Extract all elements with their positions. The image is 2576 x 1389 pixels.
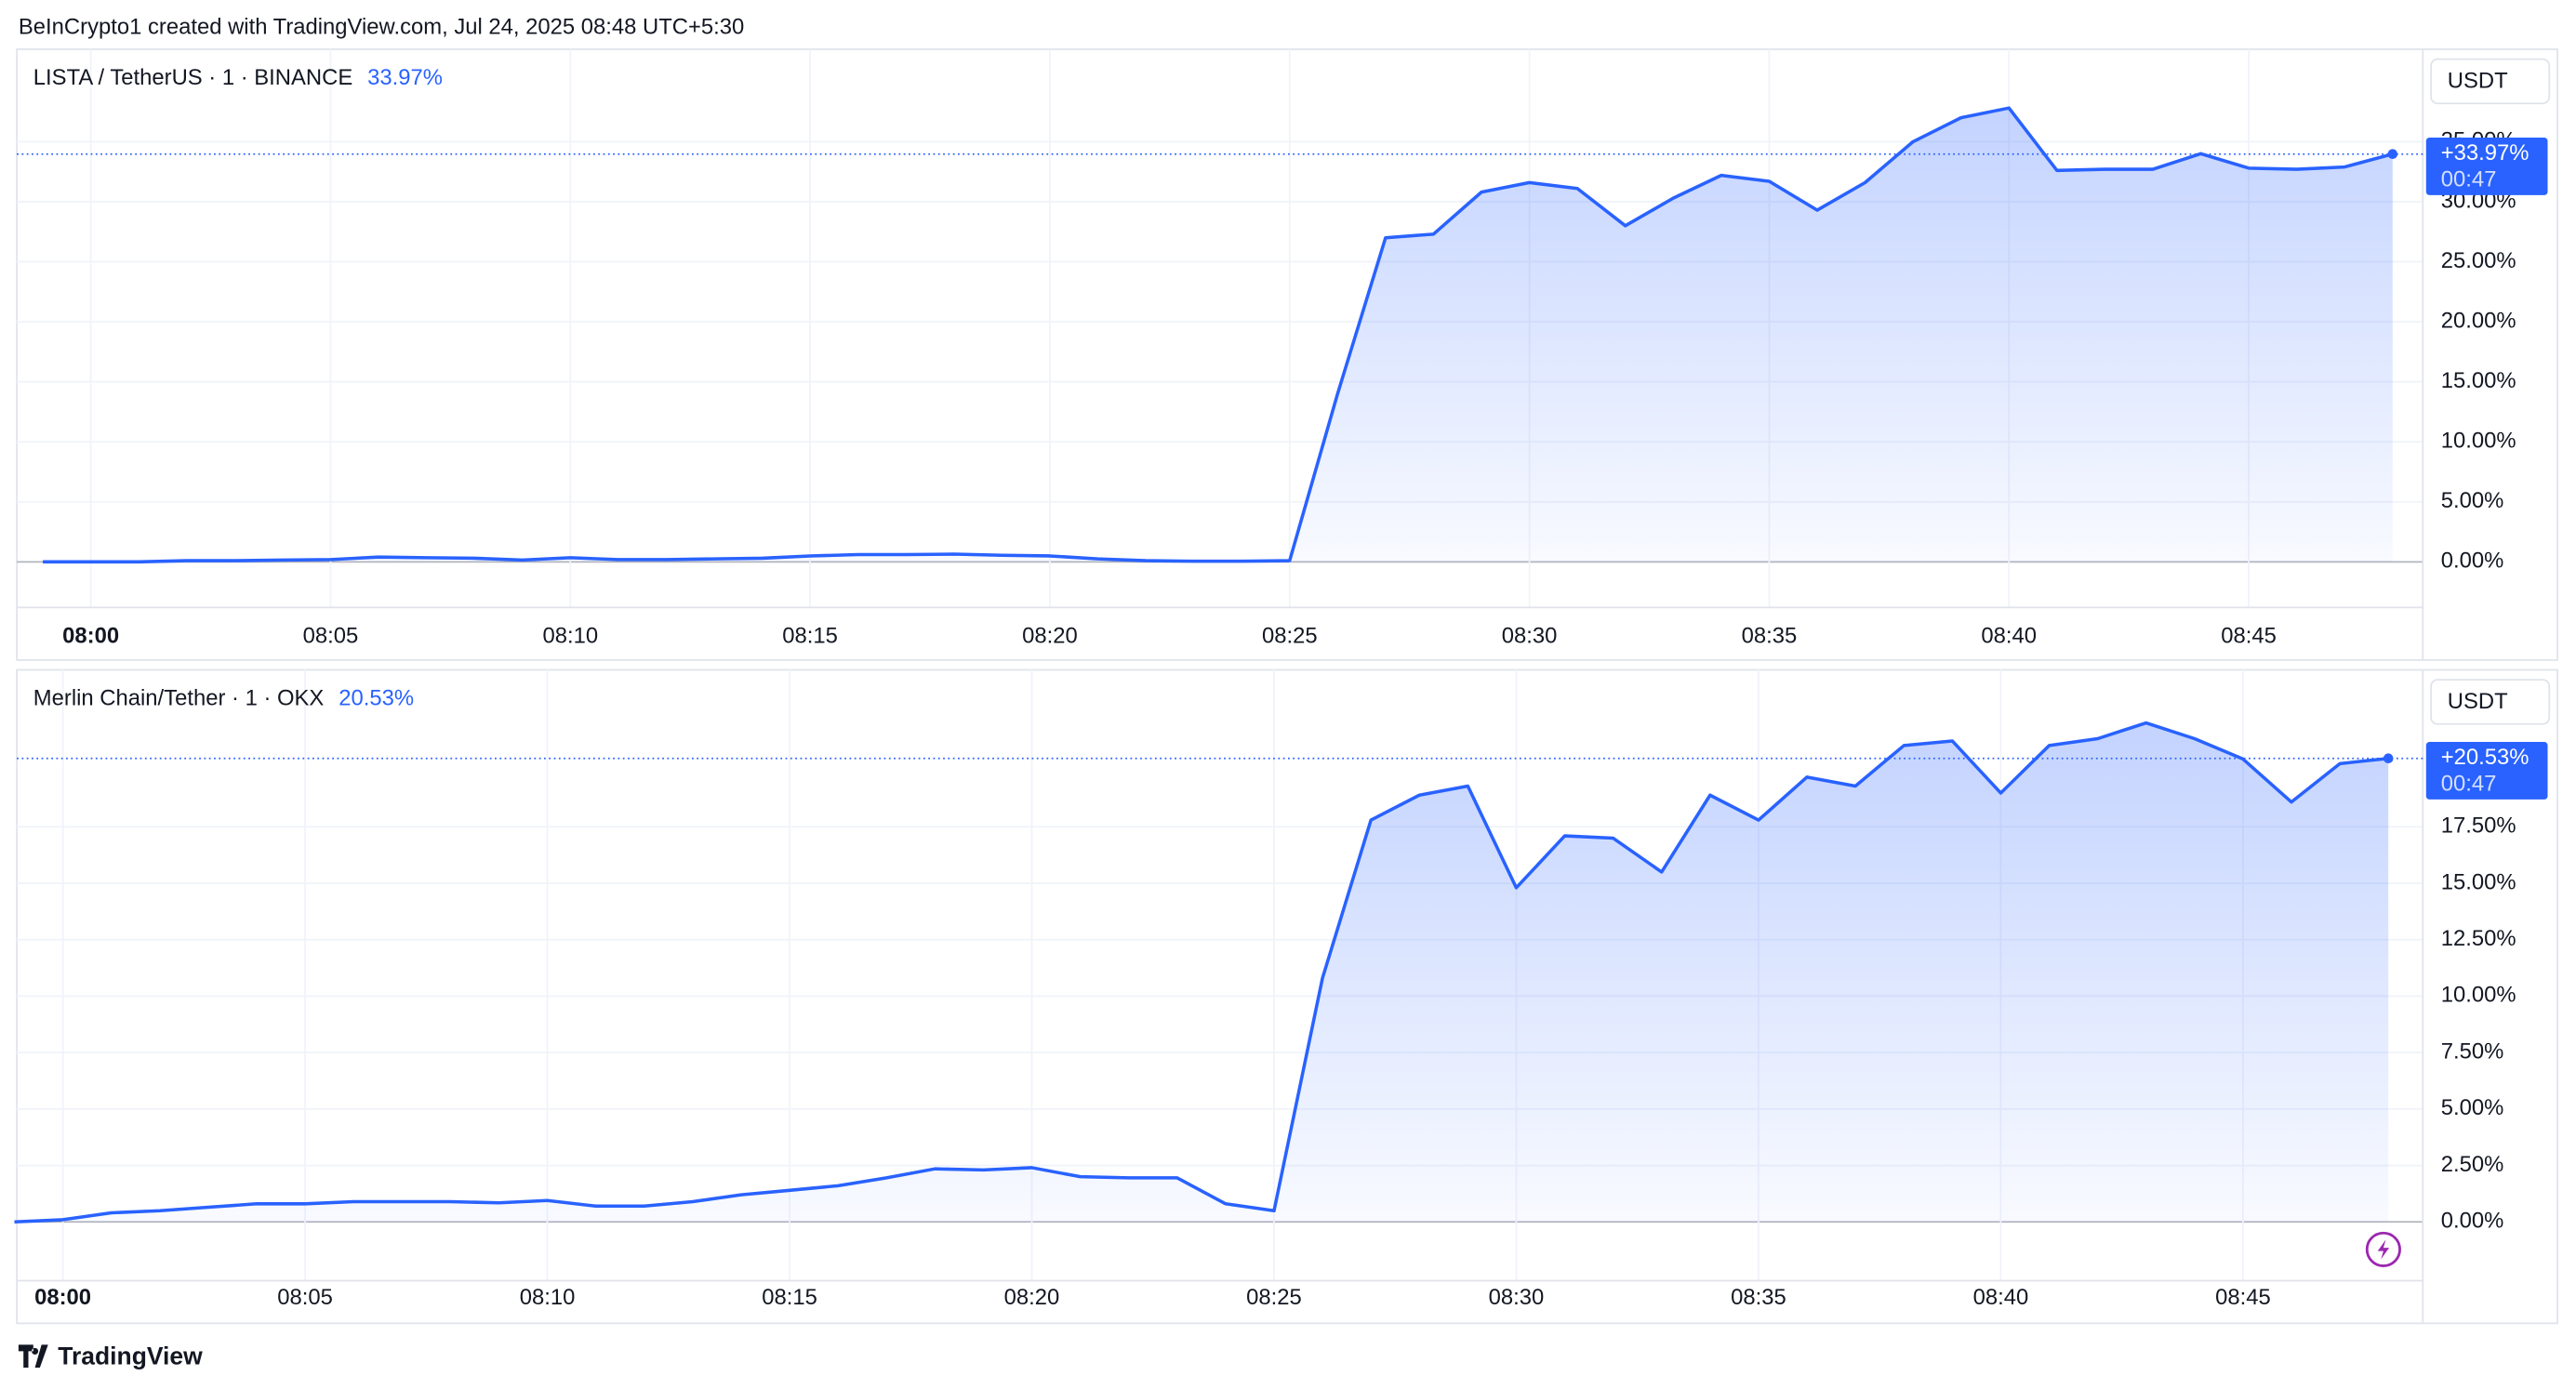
price-line	[14, 721, 2389, 1224]
chart-panel: 0.00% 2.50% 5.00% 7.50% 10.00% 12.50% 15.00% 17…	[14, 668, 2558, 1325]
y-tick-label: 5.00%	[2441, 488, 2504, 513]
price-tag	[2425, 138, 2548, 195]
y-tick-label: 7.50%	[2441, 1038, 2504, 1064]
x-tick-label: 08:25	[1262, 623, 1318, 648]
x-tick-label: 08:35	[1731, 1285, 1786, 1310]
y-tick-label: 12.50%	[2441, 926, 2516, 951]
tv-logo	[18, 1344, 48, 1369]
price-tag-label: +20.53%	[2441, 745, 2530, 770]
change-label: 33.97%	[367, 65, 443, 90]
x-tick-label: 08:45	[2221, 623, 2277, 648]
y-tick-label: 15.00%	[2441, 368, 2516, 393]
x-tick-label: 08:15	[762, 1285, 817, 1310]
last-point	[2383, 753, 2394, 764]
y-tick-label: 5.00%	[2441, 1095, 2504, 1120]
currency-box	[2430, 58, 2551, 105]
x-tick-label: 08:05	[277, 1285, 333, 1310]
area-fill	[43, 108, 2393, 562]
y-tick-label: 10.00%	[2441, 429, 2516, 454]
y-tick-label: 0.00%	[2441, 549, 2504, 574]
currency-box	[2430, 679, 2551, 725]
x-tick-label: 08:30	[1489, 1285, 1545, 1310]
charts: 0.00%5.00%10.00%15.00%20.00%25.00%30.00%…	[14, 48, 2558, 1325]
x-tick-label: 08:20	[1004, 1285, 1060, 1310]
x-tick-label: 08:05	[303, 623, 359, 648]
header-text: BeInCrypto1 created with TradingView.com…	[19, 14, 744, 39]
y-tick-label: 0.00%	[2441, 1209, 2504, 1234]
x-tick-label: 08:20	[1022, 623, 1078, 648]
chart-title: Merlin Chain/Tether · 1 · OKX	[33, 686, 325, 711]
y-tick-label: 2.50%	[2441, 1152, 2504, 1177]
currency-label: USDT	[2448, 69, 2508, 94]
countdown-label: 00:47	[2441, 771, 2497, 796]
x-tick-label: 08:00	[62, 623, 119, 648]
price-line	[43, 106, 2394, 564]
x-tick-label: 08:25	[1246, 1285, 1302, 1310]
chart-panel: 0.00%5.00%10.00%15.00%20.00%25.00%30.00%…	[16, 48, 2558, 661]
last-point	[2387, 149, 2398, 160]
currency-label: USDT	[2448, 689, 2508, 714]
y-tick-label: 10.00%	[2441, 983, 2516, 1008]
change-label: 20.53%	[339, 686, 414, 711]
x-tick-label: 08:40	[1973, 1285, 2029, 1310]
y-tick-label: 20.00%	[2441, 308, 2516, 333]
price-tag	[2425, 742, 2548, 800]
x-tick-label: 08:00	[34, 1285, 91, 1310]
x-tick-label: 08:40	[1981, 623, 2037, 648]
area-fill	[14, 722, 2389, 1223]
y-tick-label: 17.50%	[2441, 814, 2516, 839]
x-tick-label: 08:30	[1502, 623, 1558, 648]
x-tick-label: 08:45	[2215, 1285, 2271, 1310]
x-tick-label: 08:15	[782, 623, 838, 648]
footer-brand: TradingView	[58, 1342, 203, 1369]
price-tag-label: +33.97%	[2441, 140, 2530, 165]
x-tick-label: 08:35	[1742, 623, 1798, 648]
countdown-label: 00:47	[2441, 166, 2497, 192]
x-tick-label: 08:10	[542, 623, 598, 648]
y-tick-label: 15.00%	[2441, 869, 2516, 894]
chart-title: LISTA / TetherUS · 1 · BINANCE	[33, 65, 352, 90]
x-tick-label: 08:10	[520, 1285, 576, 1310]
lightning-icon	[2365, 1231, 2401, 1267]
y-tick-label: 25.00%	[2441, 248, 2516, 273]
